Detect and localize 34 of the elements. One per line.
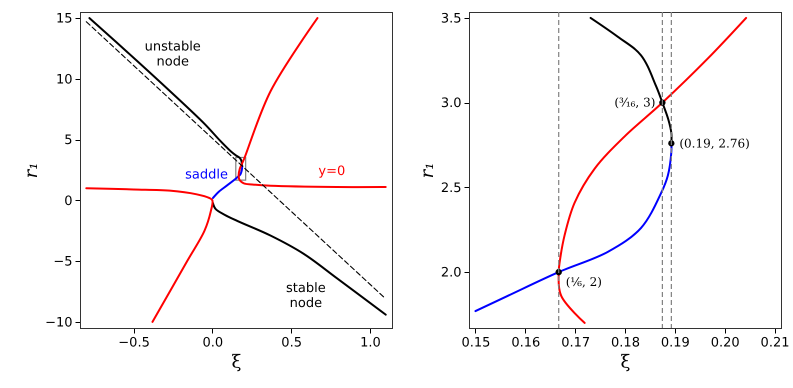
series-label: saddle: [185, 168, 228, 183]
x-tick-label: 0.19: [660, 336, 690, 350]
x-tick-label: 0.16: [511, 336, 540, 350]
x-tick-label: 1.0: [360, 336, 381, 350]
line-series: [212, 202, 387, 316]
x-tick-label: 0.15: [462, 336, 490, 350]
y-tick-label: −10: [45, 315, 72, 330]
y-tick-label: 0: [64, 194, 72, 209]
y-axis-title: r₁: [416, 162, 438, 178]
x-tick-label: 0.21: [760, 336, 790, 350]
series-label: y=0: [318, 164, 346, 180]
y-tick-label: 2.5: [440, 180, 462, 196]
y-tick-label: 5: [64, 133, 72, 148]
annotation: (0.19, 2.76): [679, 136, 750, 150]
y-tick-label: −5: [53, 254, 72, 270]
x-tick-label: 0.17: [561, 336, 590, 350]
x-tick-label: 0.5: [281, 336, 302, 350]
annotation: (³⁄₁₆, 3): [614, 96, 656, 110]
y-tick-label: 3.5: [440, 11, 462, 26]
y-tick-label: 15: [56, 12, 72, 27]
x-axis-title: ξ: [620, 352, 631, 372]
series-label: stable node: [286, 281, 326, 312]
series-label: unstable node: [144, 40, 201, 70]
y-tick-label: 3.0: [440, 96, 462, 112]
annotation: (⅙, 2): [566, 275, 602, 290]
y-axis-title: r₁: [21, 162, 42, 178]
x-tick-label: 0.20: [710, 336, 740, 350]
y-tick-label: 2.0: [440, 266, 462, 281]
line-series: [85, 187, 214, 323]
x-tick-label: 0.18: [611, 336, 640, 350]
x-tick-label: −0.5: [118, 336, 150, 350]
y-tick-label: 10: [56, 72, 72, 88]
x-tick-label: 0.0: [202, 336, 224, 350]
x-axis-title: ξ: [232, 352, 242, 372]
